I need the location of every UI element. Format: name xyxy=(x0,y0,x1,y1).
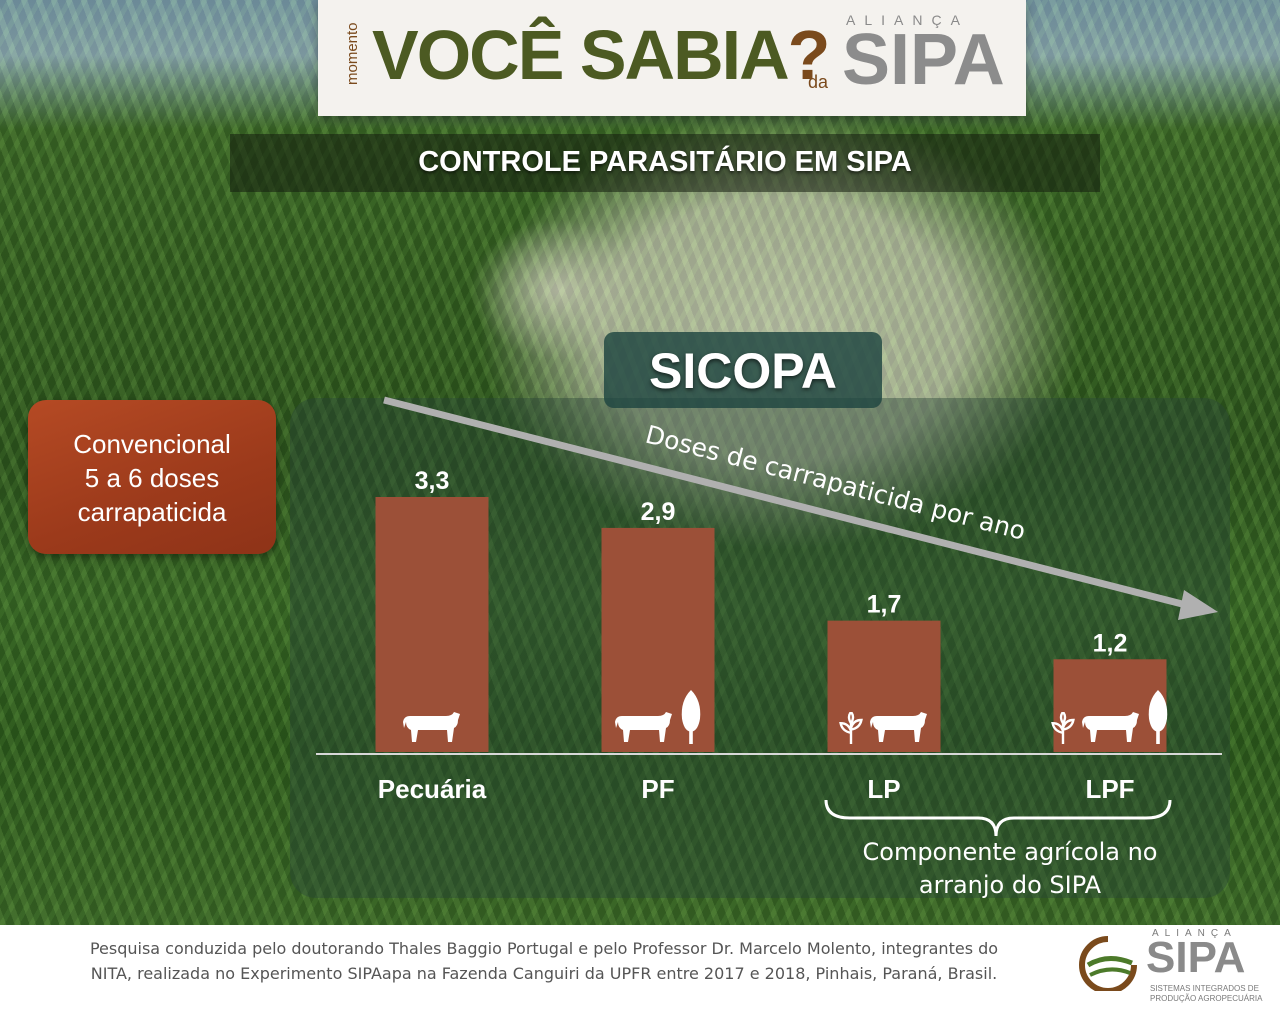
footer-line1: Pesquisa conduzida pelo doutorando Thale… xyxy=(89,939,999,958)
sipa-logo-icon xyxy=(1079,936,1137,991)
subtitle-strip xyxy=(230,134,1100,192)
brace-label-line1: Componente agrícola no xyxy=(863,838,1158,866)
value-label: 1,7 xyxy=(867,591,902,619)
trend-arrow xyxy=(383,396,1218,620)
bars-group xyxy=(375,497,1167,752)
category-label: PF xyxy=(641,774,674,804)
conventional-line2: 5 a 6 doses xyxy=(84,463,220,493)
sicopa-label: SICOPA xyxy=(604,332,882,408)
footer-logo-sipa: SIPA xyxy=(1146,933,1246,982)
conventional-line3: carrapaticida xyxy=(77,497,227,527)
category-label: LP xyxy=(867,774,900,804)
footer-text: Pesquisa conduzida pelo doutorando Thale… xyxy=(24,936,1064,986)
footer xyxy=(0,925,1280,1012)
bar-pecuria xyxy=(375,497,489,752)
brace-label-line2: arranjo do SIPA xyxy=(919,871,1102,899)
footer-logo-sub1: SISTEMAS INTEGRADOS DE xyxy=(1150,984,1259,993)
conventional-box xyxy=(28,400,276,554)
bar-chart: Doses de carrapaticida por ano 3,3Pecuár… xyxy=(316,396,1222,899)
value-label: 2,9 xyxy=(641,498,676,526)
footer-line2: NITA, realizada no Experimento SIPAapa n… xyxy=(90,964,998,983)
agricultural-brace xyxy=(824,799,1172,837)
header-question-mark: ? xyxy=(787,16,831,94)
bar-lpf xyxy=(1053,659,1167,752)
footer-logo-alianca: ALIANÇA xyxy=(1152,928,1237,939)
conventional-line1: Convencional xyxy=(73,429,231,459)
category-label: LPF xyxy=(1085,774,1134,804)
header-da: da xyxy=(808,72,829,92)
page-subtitle: CONTROLE PARASITÁRIO EM SIPA xyxy=(418,146,912,178)
header-banner xyxy=(318,0,1026,116)
header-title-text: VOCÊ SABIA xyxy=(372,16,790,94)
icons-group xyxy=(403,690,1168,744)
value-label: 3,3 xyxy=(415,467,450,495)
header-alianca: ALIANÇA xyxy=(846,12,969,28)
labels-group: 3,3 Pecuária 2,9 PF 1,7 LP 1,2 LPF xyxy=(378,467,1135,804)
footer-logo-sub2: PRODUÇÃO AGROPECUÁRIA xyxy=(1150,994,1263,1003)
header-title: VOCÊ SABIA? xyxy=(372,10,831,100)
category-label: Pecuária xyxy=(378,774,487,804)
header-sipa-logo: SIPA xyxy=(842,20,1005,100)
value-label: 1,2 xyxy=(1093,629,1128,657)
